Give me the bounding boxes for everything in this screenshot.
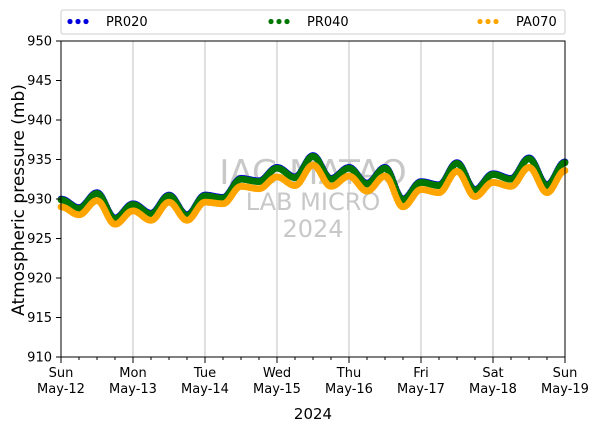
- legend-marker: [75, 18, 81, 25]
- y-tick-label: 940: [27, 114, 52, 129]
- y-tick-label: 930: [27, 193, 52, 208]
- x-tick-date: May-17: [397, 382, 445, 397]
- legend-marker: [67, 18, 73, 25]
- legend-marker: [83, 18, 89, 25]
- y-tick-label: 945: [27, 74, 52, 89]
- watermark-line-3: 2024: [282, 215, 343, 243]
- legend-box: [60, 9, 566, 35]
- x-tick-day: Sat: [482, 366, 503, 381]
- x-tick-day: Thu: [336, 366, 361, 381]
- legend-marker: [493, 18, 499, 25]
- legend-entry: PR020: [67, 15, 148, 30]
- legend-marker: [276, 18, 282, 25]
- x-tick-date: May-16: [325, 382, 373, 397]
- x-tick-day: Tue: [193, 366, 216, 381]
- y-axis: 910 915 920 925 930 935 940 945 950: [27, 35, 61, 366]
- y-tick-label: 915: [27, 311, 52, 326]
- legend-label: PR040: [307, 15, 349, 30]
- x-tick-day: Wed: [263, 366, 291, 381]
- plot-area: [61, 41, 565, 357]
- legend-label: PA070: [516, 15, 557, 30]
- legend-label: PR020: [106, 15, 148, 30]
- x-tick-date: May-12: [37, 382, 85, 397]
- y-tick-label: 920: [27, 272, 52, 287]
- x-tick-day: Mon: [119, 366, 146, 381]
- legend-marker: [268, 18, 274, 25]
- x-tick-day: Sun: [553, 366, 578, 381]
- x-tick-date: May-19: [541, 382, 589, 397]
- watermark-line-2: LAB MICRO: [246, 188, 381, 216]
- x-tick-date: May-18: [469, 382, 517, 397]
- x-tick-date: May-15: [253, 382, 301, 397]
- legend-entry: PA070: [477, 15, 557, 30]
- x-tick-date: May-14: [181, 382, 229, 397]
- y-tick-label: 925: [27, 232, 52, 247]
- x-axis: SunMay-12MonMay-13TueMay-14WedMay-15ThuM…: [37, 357, 589, 397]
- x-tick-day: Fri: [413, 366, 429, 381]
- series-group: [57, 152, 569, 228]
- legend-marker: [284, 18, 290, 25]
- x-axis-label: 2024: [294, 405, 332, 423]
- legend: PR020 PR040 PA070: [60, 9, 566, 35]
- legend-entry: PR040: [268, 15, 349, 30]
- series-PA070: [57, 161, 569, 228]
- y-axis-label: Atmospheric pressure (mb): [9, 84, 29, 316]
- x-tick-date: May-13: [109, 382, 157, 397]
- legend-marker: [477, 18, 483, 25]
- legend-marker: [485, 18, 491, 25]
- x-tick-day: Sun: [49, 366, 74, 381]
- y-tick-label: 935: [27, 153, 52, 168]
- y-tick-label: 950: [27, 35, 52, 50]
- y-tick-label: 910: [27, 351, 52, 366]
